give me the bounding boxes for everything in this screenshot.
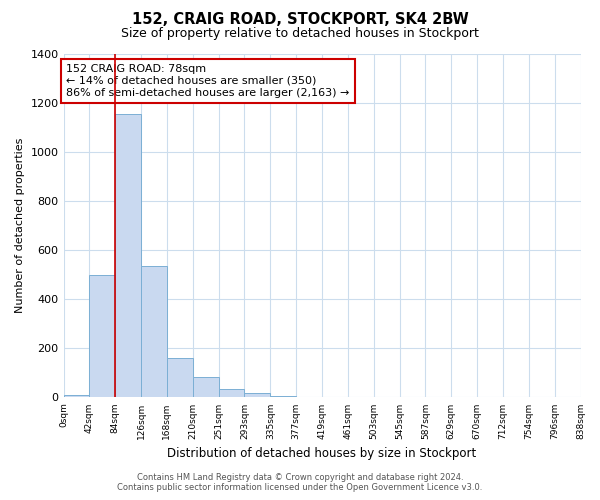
Bar (141, 266, 167, 398)
Bar (167, 358, 193, 398)
Text: Size of property relative to detached houses in Stockport: Size of property relative to detached ho… (121, 28, 479, 40)
Bar (115, 114, 141, 398)
Bar (193, 378, 218, 398)
Bar (244, 393, 271, 398)
Bar (271, 396, 296, 398)
Text: 152, CRAIG ROAD, STOCKPORT, SK4 2BW: 152, CRAIG ROAD, STOCKPORT, SK4 2BW (131, 12, 469, 28)
Y-axis label: Number of detached properties: Number of detached properties (15, 138, 25, 314)
Text: Contains HM Land Registry data © Crown copyright and database right 2024.
Contai: Contains HM Land Registry data © Crown c… (118, 473, 482, 492)
Bar (89, 275, 115, 398)
Bar (64, 395, 89, 398)
Text: 152 CRAIG ROAD: 78sqm
← 14% of detached houses are smaller (350)
86% of semi-det: 152 CRAIG ROAD: 78sqm ← 14% of detached … (66, 64, 350, 98)
Bar (218, 389, 244, 398)
X-axis label: Distribution of detached houses by size in Stockport: Distribution of detached houses by size … (167, 447, 476, 460)
